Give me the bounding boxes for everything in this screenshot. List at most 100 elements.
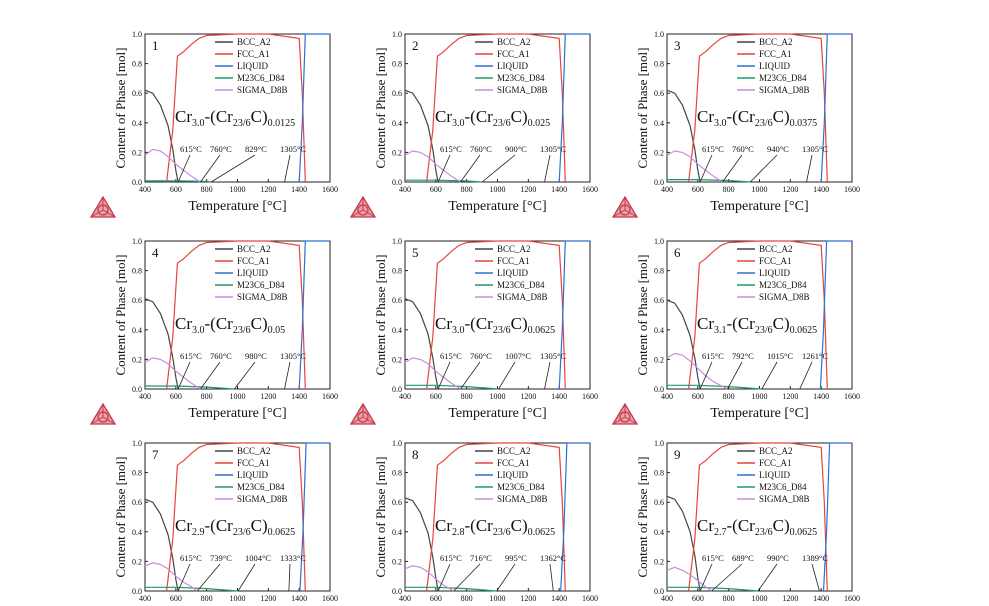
y-axis-label: Content of Phase [mol] <box>373 457 388 578</box>
composition-label-part: 2.7 <box>714 527 727 538</box>
composition-label-part: -(Cr <box>465 314 494 333</box>
temperature-annotation: 615°C <box>702 144 724 154</box>
composition-label: Cr2.7-(Cr23/6C)0.0625 <box>697 516 817 538</box>
composition-label-part: 3.0 <box>452 118 465 129</box>
temperature-annotation: 760°C <box>210 351 232 361</box>
y-tick-label: 0.6 <box>392 89 402 98</box>
series-line-liquid <box>819 240 852 390</box>
x-tick-label: 1600 <box>582 185 598 194</box>
composition-label-part: -(Cr <box>727 107 756 126</box>
x-tick-label: 1000 <box>752 594 768 603</box>
series-line-sigma-d8b <box>404 565 455 592</box>
composition-label-part: 23/6 <box>493 527 511 538</box>
composition-label-part: 2.8 <box>452 527 465 538</box>
series-line-fcc-a1 <box>426 442 566 592</box>
thermo-calc-logo-icon <box>611 195 639 218</box>
x-tick-label: 1600 <box>322 594 338 603</box>
temperature-annotation: 1305°C <box>280 144 306 154</box>
y-tick-label: 0.6 <box>392 498 402 507</box>
series-line-liquid <box>560 442 590 592</box>
annotation-pointer <box>481 154 516 183</box>
chart-panel-4: 400 600 800 1000 1200 1400 1600 0.0 0.2 0.4 0.6 0.8… <box>89 237 338 425</box>
composition-label: Cr3.1-(Cr23/6C)0.0625 <box>697 314 817 336</box>
composition-label-part: 0.0625 <box>790 325 818 336</box>
composition-label-part: Cr <box>175 314 192 333</box>
y-tick-label: 0.2 <box>132 148 142 157</box>
composition-label-part: 23/6 <box>755 118 773 129</box>
x-tick-label: 800 <box>461 392 473 401</box>
composition-label: Cr3.0-(Cr23/6C)0.0375 <box>697 107 817 129</box>
annotation-pointer <box>544 154 551 183</box>
temperature-annotation: 615°C <box>180 553 202 563</box>
series-line-liquid <box>299 442 330 592</box>
temperature-annotation: 990°C <box>767 553 789 563</box>
composition-label-part: 3.0 <box>714 118 727 129</box>
composition-label-part: -(Cr <box>205 107 234 126</box>
panel-number: 7 <box>152 447 159 462</box>
composition-label-part: Cr <box>435 107 452 126</box>
composition-label-part: C) <box>511 314 528 333</box>
x-tick-label: 1000 <box>230 594 246 603</box>
y-axis-label: Content of Phase [mol] <box>113 48 128 169</box>
annotation-pointer <box>711 563 743 592</box>
composition-label-part: C) <box>511 107 528 126</box>
y-tick-label: 0.0 <box>132 587 142 596</box>
series-line-bcc-a2 <box>666 299 701 390</box>
x-tick-label: 1200 <box>782 594 798 603</box>
series-line-bcc-a2 <box>666 89 701 183</box>
composition-label-part: 23/6 <box>755 527 773 538</box>
temperature-annotation: 1305°C <box>280 351 306 361</box>
chart-panel-7: 400 600 800 1000 1200 1400 1600 0.0 0.2 0.4 0.6 0.8… <box>113 439 338 603</box>
x-axis-label: Temperature [°C] <box>188 199 286 214</box>
series-line-bcc-a2 <box>404 497 439 592</box>
composition-label: Cr2.9-(Cr23/6C)0.0625 <box>175 516 295 538</box>
x-tick-label: 1200 <box>782 392 798 401</box>
x-tick-label: 600 <box>692 185 704 194</box>
temperature-annotation: 1015°C <box>767 351 793 361</box>
series-line-sigma-d8b <box>144 562 198 592</box>
temperature-annotation: 615°C <box>702 553 724 563</box>
y-tick-label: 1.0 <box>392 237 402 246</box>
x-tick-label: 400 <box>139 594 151 603</box>
series-line-sigma-d8b <box>666 566 712 592</box>
composition-label-part: -(Cr <box>465 516 494 535</box>
y-tick-label: 0.2 <box>654 557 664 566</box>
series-line-fcc-a1 <box>166 442 306 592</box>
x-tick-label: 600 <box>692 594 704 603</box>
temperature-annotation: 615°C <box>702 351 724 361</box>
annotation-pointer <box>757 563 778 592</box>
temperature-annotation: 1004°C <box>245 553 271 563</box>
y-tick-label: 1.0 <box>132 237 142 246</box>
legend-entry: M23C6_D84 <box>497 280 545 290</box>
panel-number: 2 <box>412 38 419 53</box>
legend-entry: BCC_A2 <box>237 244 271 254</box>
legend-entry: SIGMA_D8B <box>497 85 548 95</box>
y-tick-label: 0.0 <box>392 587 402 596</box>
legend-entry: M23C6_D84 <box>497 482 545 492</box>
annotation-pointer <box>284 361 291 390</box>
annotation-pointer <box>498 361 516 390</box>
y-tick-label: 1.0 <box>392 30 402 39</box>
composition-label-part: 23/6 <box>755 325 773 336</box>
series-line-fcc-a1 <box>688 240 828 390</box>
legend-entry: LIQUID <box>497 268 528 278</box>
y-tick-label: 0.4 <box>654 119 664 128</box>
x-tick-label: 800 <box>461 594 473 603</box>
y-tick-label: 0.0 <box>654 587 664 596</box>
annotation-pointer <box>549 563 554 592</box>
composition-label-part: 0.0125 <box>268 118 296 129</box>
y-tick-label: 0.0 <box>654 385 664 394</box>
x-tick-label: 1200 <box>520 392 536 401</box>
x-tick-label: 1400 <box>551 185 567 194</box>
annotation-pointer <box>460 361 481 390</box>
x-tick-label: 1400 <box>551 594 567 603</box>
x-tick-label: 1000 <box>490 392 506 401</box>
x-tick-label: 1000 <box>490 185 506 194</box>
x-tick-label: 1400 <box>291 185 307 194</box>
x-axis-label: Temperature [°C] <box>188 406 286 421</box>
temperature-annotation: 1305°C <box>540 351 566 361</box>
legend-entry: FCC_A1 <box>497 256 530 266</box>
x-tick-label: 400 <box>399 392 411 401</box>
temperature-annotation: 615°C <box>180 144 202 154</box>
composition-label-part: -(Cr <box>205 314 234 333</box>
